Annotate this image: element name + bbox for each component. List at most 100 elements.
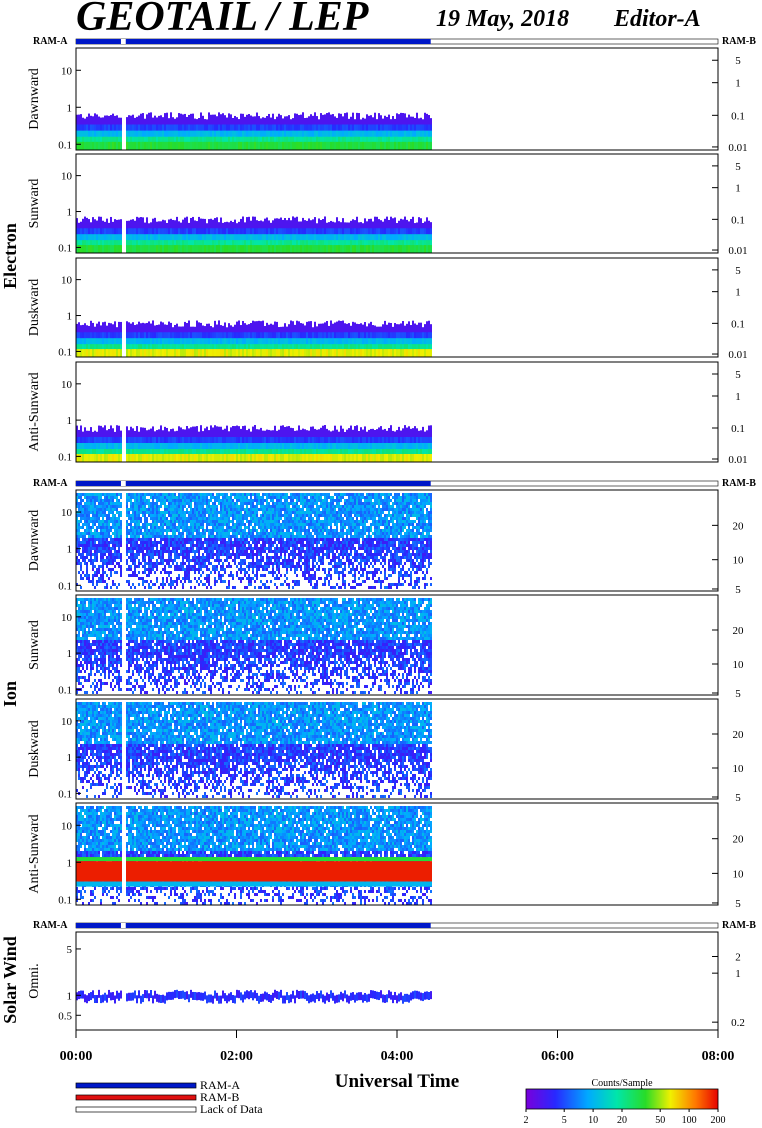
cell — [220, 245, 222, 253]
cell — [118, 517, 120, 520]
cell — [86, 502, 88, 505]
cell — [362, 349, 364, 357]
cell — [104, 499, 106, 502]
cell — [150, 523, 152, 526]
cell — [98, 454, 100, 462]
cell — [92, 553, 94, 556]
cell — [184, 541, 186, 544]
cell — [132, 529, 134, 532]
cell — [130, 502, 132, 505]
cell — [178, 505, 180, 508]
cell — [102, 547, 104, 550]
cell — [208, 454, 210, 462]
cell — [190, 586, 192, 589]
cell — [188, 493, 190, 496]
cell — [180, 493, 182, 496]
cell — [180, 502, 182, 505]
cell — [174, 502, 176, 505]
cell — [138, 562, 140, 565]
cell — [98, 349, 100, 357]
cell — [114, 505, 116, 508]
cell — [190, 550, 192, 553]
cell — [178, 523, 180, 526]
cell — [88, 496, 90, 499]
cell — [150, 454, 152, 462]
cell — [102, 142, 104, 150]
left-tick-label: 1 — [67, 415, 73, 427]
cell — [166, 523, 168, 526]
cell — [180, 508, 182, 511]
cell — [144, 496, 146, 499]
cell — [126, 496, 128, 499]
cell — [166, 496, 168, 499]
cell — [136, 496, 138, 499]
cell — [78, 505, 80, 508]
cell — [84, 520, 86, 523]
cell — [416, 245, 418, 253]
cell — [182, 532, 184, 535]
cell — [140, 526, 142, 529]
cell — [84, 349, 86, 357]
cell — [186, 517, 188, 520]
panel-sunward: 1010.1510.10.01Sunward — [27, 154, 748, 257]
cell — [186, 538, 188, 541]
cell — [346, 454, 348, 462]
cell — [158, 562, 160, 565]
cell — [112, 454, 114, 462]
cell — [108, 514, 110, 517]
cell — [92, 508, 94, 511]
cell — [78, 514, 80, 517]
cell — [132, 142, 134, 150]
cell — [184, 574, 186, 577]
cell — [112, 547, 114, 550]
cell — [190, 580, 192, 583]
cell — [136, 541, 138, 544]
cell — [94, 565, 96, 568]
cell — [102, 493, 104, 496]
cell — [146, 580, 148, 583]
cell — [92, 505, 94, 508]
cell — [162, 511, 164, 514]
cell — [152, 493, 154, 496]
cell — [166, 493, 168, 496]
cell — [154, 526, 156, 529]
cell — [120, 245, 122, 253]
cell — [108, 526, 110, 529]
cell — [278, 454, 280, 462]
cell — [430, 349, 432, 357]
cell — [202, 454, 204, 462]
cell — [352, 454, 354, 462]
cell — [128, 580, 130, 583]
cell — [190, 349, 192, 357]
right-tick-label: 1 — [735, 287, 741, 299]
cell — [86, 493, 88, 496]
cell — [350, 454, 352, 462]
cell — [208, 142, 210, 150]
cell — [182, 541, 184, 544]
cell — [110, 526, 112, 529]
cell — [168, 538, 170, 541]
cell — [100, 496, 102, 499]
cell — [118, 529, 120, 532]
cell — [82, 245, 84, 253]
cell — [370, 454, 372, 462]
cell — [144, 508, 146, 511]
cell — [292, 142, 294, 150]
cell — [154, 520, 156, 523]
cell — [142, 496, 144, 499]
cell — [134, 502, 136, 505]
cell — [92, 511, 94, 514]
cell — [164, 245, 166, 253]
cell — [176, 565, 178, 568]
cell — [260, 349, 262, 357]
cell — [106, 499, 108, 502]
cell — [226, 349, 228, 357]
cell — [328, 349, 330, 357]
cell — [192, 142, 194, 150]
cell — [384, 454, 386, 462]
cell — [106, 493, 108, 496]
cell — [92, 562, 94, 565]
cell — [178, 499, 180, 502]
cell — [102, 565, 104, 568]
cell — [414, 142, 416, 150]
